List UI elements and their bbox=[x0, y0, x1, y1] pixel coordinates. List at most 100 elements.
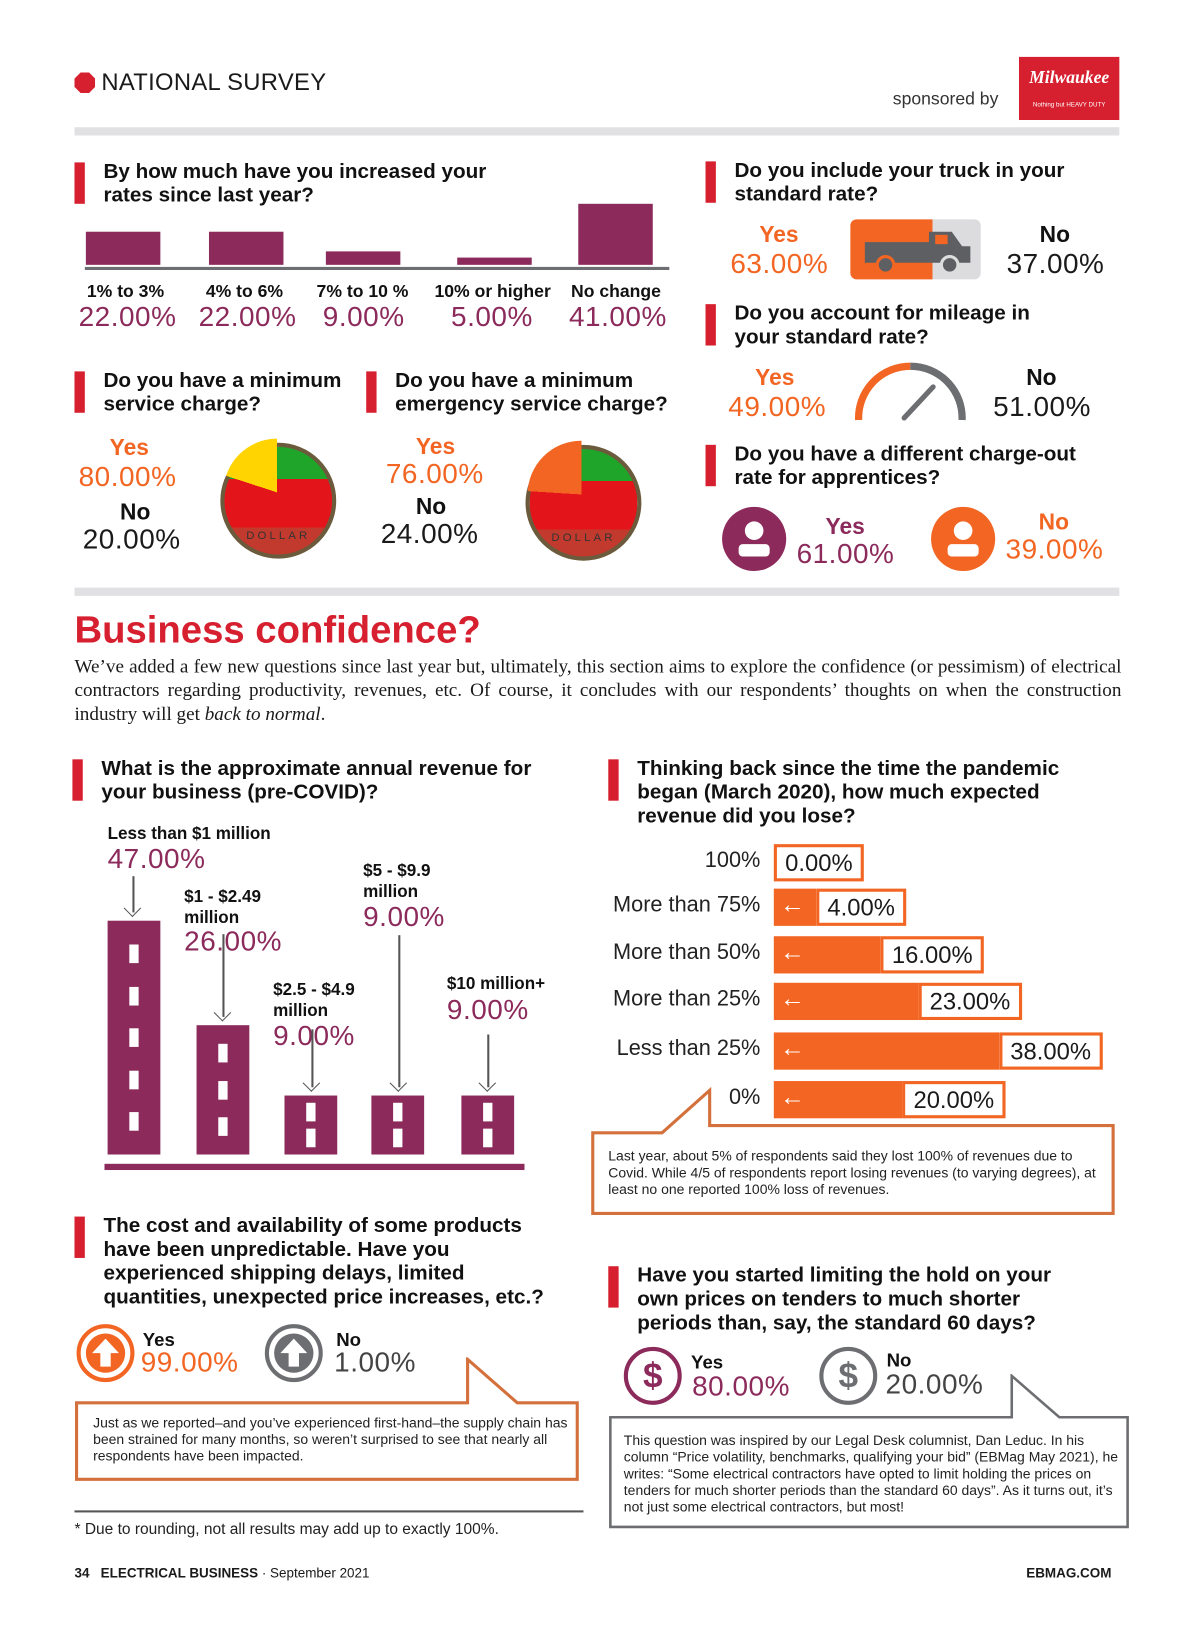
bar-label: No change bbox=[571, 281, 661, 302]
page-number: 34 bbox=[74, 1565, 90, 1581]
loss-label: More than 50% bbox=[613, 940, 761, 965]
tenders-no-value: 20.00% bbox=[885, 1368, 984, 1400]
loss-bar bbox=[773, 982, 919, 1021]
pie-slice-no bbox=[527, 440, 636, 549]
question-apprentices: Do you have a different charge-out rate … bbox=[705, 443, 1099, 491]
sponsor-logo[interactable]: Milwaukee Nothing but HEAVY DUTY bbox=[1018, 56, 1120, 121]
loss-label: More than 25% bbox=[613, 986, 761, 1011]
revenue-value: 9.00% bbox=[363, 901, 445, 933]
revenue-value: 9.00% bbox=[273, 1020, 355, 1052]
callout-pointer bbox=[609, 1373, 1129, 1529]
building-window bbox=[129, 944, 139, 964]
arrow-down-icon bbox=[302, 1074, 321, 1092]
website-link[interactable]: EBMAG.COM bbox=[1026, 1565, 1112, 1581]
mileage-yes-value: 49.00% bbox=[728, 391, 827, 423]
loss-value: 23.00% bbox=[918, 982, 1022, 1021]
chart-baseline bbox=[104, 1163, 525, 1171]
revenue-label: Less than $1 million bbox=[107, 824, 271, 844]
rate-increase-chart: 1% to 3% 22.00% 4% to 6% 22.00% 7% to 10 % 9.… bbox=[74, 197, 674, 342]
loss-row: More than 75% 4.00% bbox=[590, 888, 1128, 926]
revenue-bar-4 bbox=[461, 1095, 515, 1155]
section-title: NATIONAL SURVEY bbox=[101, 68, 327, 96]
logo-text: Milwaukee bbox=[1029, 67, 1110, 87]
service-yes-value: 80.00% bbox=[78, 461, 177, 493]
revenue-bar-1 bbox=[196, 1025, 250, 1155]
tenders-yes-value: 80.00% bbox=[692, 1370, 790, 1402]
loss-row: More than 50% 16.00% bbox=[590, 936, 1128, 974]
dollar-icon: $ bbox=[819, 1346, 878, 1405]
question-rate-increase: By how much have you increased your rate… bbox=[74, 160, 488, 208]
callout-pointer bbox=[75, 1357, 579, 1481]
revenue-bar-0 bbox=[107, 921, 161, 1155]
arrow-down-icon bbox=[123, 899, 142, 918]
loss-value: 4.00% bbox=[816, 888, 907, 926]
building-window bbox=[393, 1128, 403, 1148]
loss-label: 0% bbox=[728, 1085, 761, 1109]
bar-label: 7% to 10 % bbox=[316, 281, 409, 302]
truck-no-value: 37.00% bbox=[1006, 248, 1105, 280]
question-min-service: Do you have a minimum service charge? bbox=[74, 369, 353, 417]
mileage-yes-label: Yes bbox=[755, 364, 795, 391]
bar-4 bbox=[578, 203, 653, 265]
building-window bbox=[129, 1112, 139, 1132]
supply-yes-label: Yes bbox=[142, 1329, 175, 1351]
supply-note: Just as we reported–and you’ve experienc… bbox=[93, 1415, 568, 1464]
building-window bbox=[483, 1128, 493, 1148]
octagon-icon bbox=[74, 72, 96, 94]
pie-slice-no bbox=[223, 438, 332, 547]
revenue-label: $1 - $2.49 million bbox=[184, 887, 262, 927]
emergency-yes-value: 76.00% bbox=[385, 458, 484, 490]
building-window bbox=[393, 1102, 403, 1122]
mileage-no-value: 51.00% bbox=[993, 391, 1091, 423]
emergency-yes-label: Yes bbox=[415, 433, 456, 460]
loss-bar bbox=[773, 1032, 999, 1070]
supply-yes-value: 99.00% bbox=[140, 1346, 239, 1378]
tenders-note: This question was inspired by our Legal … bbox=[623, 1432, 1118, 1515]
service-no-value: 20.00% bbox=[82, 523, 181, 555]
loss-label: Less than 25% bbox=[616, 1036, 761, 1061]
truck-no-label: No bbox=[1039, 221, 1071, 248]
footer: 34 ELECTRICAL BUSINESS · September 2021 bbox=[74, 1565, 369, 1581]
publication-name: ELECTRICAL BUSINESS bbox=[100, 1565, 259, 1581]
arrow-down-icon bbox=[213, 1004, 232, 1022]
footnote: * Due to rounding, not all results may a… bbox=[74, 1520, 499, 1539]
arrow-down-icon bbox=[478, 1074, 497, 1092]
loss-bar bbox=[773, 936, 881, 974]
supply-no-label: No bbox=[336, 1329, 362, 1351]
section-heading: Business confidence? bbox=[74, 608, 481, 651]
arrow-down-icon bbox=[389, 1074, 408, 1092]
bar-label: 1% to 3% bbox=[86, 281, 165, 302]
building-window bbox=[483, 1102, 493, 1122]
building-window bbox=[129, 1028, 139, 1048]
question-min-emergency: Do you have a minimum emergency service … bbox=[366, 369, 676, 417]
loss-row: 0% 20.00% bbox=[590, 1081, 1128, 1119]
person-icon bbox=[931, 506, 996, 572]
bar-0 bbox=[85, 231, 161, 265]
loss-value: 16.00% bbox=[880, 936, 985, 974]
service-no-label: No bbox=[120, 498, 151, 525]
loss-bar bbox=[773, 888, 817, 926]
emergency-no-value: 24.00% bbox=[380, 518, 479, 550]
tenders-no-label: No bbox=[886, 1350, 912, 1371]
service-yes-label: Yes bbox=[109, 434, 149, 461]
person-icon bbox=[722, 506, 787, 572]
arrow-line bbox=[132, 876, 134, 913]
logo-tagline: Nothing but HEAVY DUTY bbox=[1032, 102, 1106, 109]
loss-label: 100% bbox=[704, 848, 761, 873]
building-window bbox=[129, 986, 139, 1006]
truck-icon bbox=[864, 231, 971, 275]
bar-label: 10% or higher bbox=[434, 281, 551, 302]
building-window bbox=[218, 1117, 228, 1137]
question-tenders: Have you started limiting the hold on yo… bbox=[608, 1264, 1094, 1335]
question-supply: The cost and availability of some produc… bbox=[74, 1215, 560, 1310]
intro-paragraph: We’ve added a few new questions since la… bbox=[74, 656, 1121, 727]
question-revenue-lost: Thinking back since the time the pandemi… bbox=[608, 757, 1094, 828]
revenue-lost-note: Last year, about 5% of respondents said … bbox=[608, 1148, 1096, 1197]
apprentice-no-label: No bbox=[1038, 508, 1069, 535]
supply-no-value: 1.00% bbox=[334, 1346, 416, 1378]
divider bbox=[74, 587, 1120, 596]
bar-value: 9.00% bbox=[322, 301, 405, 333]
loss-value: 0.00% bbox=[773, 844, 865, 882]
loss-value: 38.00% bbox=[998, 1032, 1103, 1070]
